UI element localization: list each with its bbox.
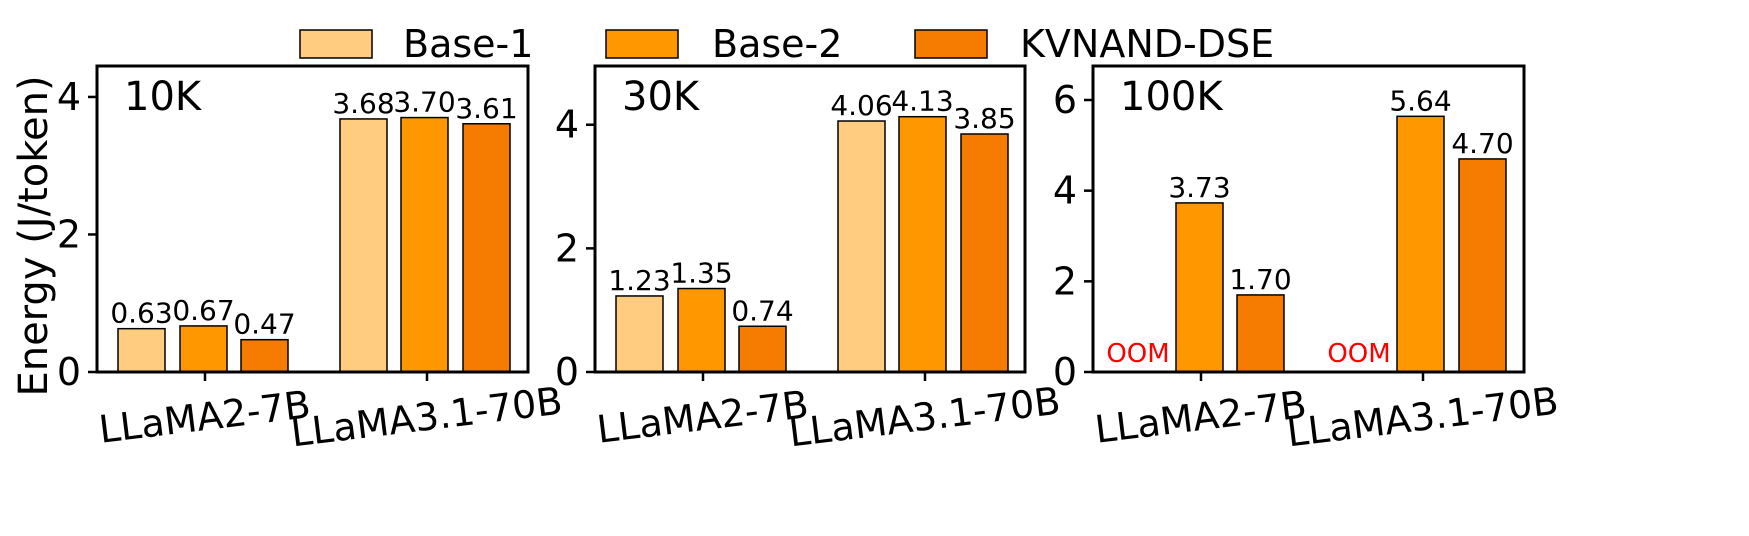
x-category-label: LLaMA3.1-70B: [786, 379, 1062, 456]
y-tick-label: 0: [1053, 350, 1077, 394]
y-tick-label: 4: [1053, 169, 1077, 213]
bar-value-label: 0.63: [110, 297, 172, 330]
bar-value-label: 1.70: [1229, 263, 1291, 296]
y-tick-label: 0: [57, 350, 81, 394]
bar-base-1-llama3.1-70b: [339, 118, 388, 373]
y-tick-label: 4: [555, 103, 579, 147]
bar-value-label: 1.35: [670, 257, 732, 290]
bar-base-2-llama3.1-70b: [898, 115, 947, 373]
bar-base-2-llama2-7b: [1175, 202, 1224, 373]
bar-value-label: 4.70: [1451, 127, 1513, 160]
panel-label: 100K: [1120, 74, 1224, 120]
legend-label: KVNAND-DSE: [1020, 22, 1274, 66]
x-category-label: LLaMA2-7B: [594, 382, 810, 452]
legend-label: Base-2: [712, 22, 842, 66]
bar-value-label: 3.85: [953, 102, 1015, 135]
bar-value-label: 5.64: [1389, 84, 1451, 117]
bar-value-label: 0.74: [731, 294, 793, 327]
oom-label: OOM: [1327, 339, 1390, 369]
y-tick-label: 2: [555, 226, 579, 270]
panel-label: 10K: [124, 74, 203, 120]
x-category-label: LLaMA2-7B: [96, 382, 312, 452]
oom-label: OOM: [1106, 339, 1169, 369]
legend-label: Base-1: [403, 22, 533, 66]
legend-swatch-kvnand-dse: [914, 29, 988, 59]
x-category-label: LLaMA3.1-70B: [1284, 379, 1560, 456]
plot-frame: [95, 64, 530, 374]
bar-kvnand-dse-llama3.1-70b: [1458, 158, 1507, 373]
y-tick-label: 0: [555, 350, 579, 394]
bar-value-label: 3.68: [332, 87, 394, 120]
legend-swatch-base-2: [605, 29, 679, 59]
bar-value-label: 3.61: [455, 92, 517, 125]
bar-value-label: 3.73: [1168, 171, 1230, 204]
bar-base-1-llama3.1-70b: [837, 120, 886, 373]
y-tick-label: 6: [1053, 78, 1077, 122]
panel-10k: 0.63 3.68 0.67 3.70 0.47 3.61 0 2 4 LLaMA2-7BLLaM…: [57, 64, 565, 456]
y-tick-label: 4: [57, 75, 81, 119]
legend-swatch-base-1: [299, 29, 373, 59]
panel-100k: 3.73 5.64 1.70 4.70 OOM OOM 0 2 4 6 LLaMA2-7BLLaMA…: [1053, 64, 1561, 456]
panel-30k: 1.23 4.06 1.35 4.13 0.74 3.85 0 2 4 LLaMA2-7BLLaM…: [555, 64, 1063, 456]
bar-kvnand-dse-llama3.1-70b: [960, 133, 1009, 373]
x-category-label: LLaMA3.1-70B: [288, 379, 564, 456]
x-category-label: LLaMA2-7B: [1092, 382, 1308, 452]
bar-base-2-llama3.1-70b: [400, 116, 449, 373]
bar-base-2-llama3.1-70b: [1396, 115, 1445, 373]
bar-value-label: 4.06: [830, 89, 892, 122]
bar-kvnand-dse-llama2-7b: [1236, 294, 1285, 373]
plot-frame: [593, 64, 1027, 374]
legend: Base-1 Base-2 KVNAND-DSE: [299, 22, 1274, 66]
bar-base-1-llama2-7b: [615, 295, 664, 373]
bar-value-label: 4.13: [891, 85, 953, 118]
panel-label: 30K: [622, 74, 701, 120]
bar-value-label: 3.70: [393, 86, 455, 119]
bar-value-label: 0.47: [233, 308, 295, 341]
y-tick-label: 2: [1053, 259, 1077, 303]
bar-base-1-llama2-7b: [117, 327, 166, 373]
bar-base-2-llama2-7b: [179, 325, 228, 373]
chart-panels: 0.633.680.673.700.473.61024LLaMA2-7BLLaM…: [57, 64, 1561, 456]
bar-kvnand-dse-llama3.1-70b: [462, 123, 511, 373]
bar-kvnand-dse-llama2-7b: [738, 325, 787, 373]
bar-value-label: 1.23: [608, 264, 670, 297]
bar-base-2-llama2-7b: [677, 287, 726, 373]
y-tick-label: 2: [57, 212, 81, 256]
bar-value-label: 0.67: [172, 294, 234, 327]
bar-kvnand-dse-llama2-7b: [240, 338, 289, 373]
plot-frame: [1091, 64, 1526, 374]
y-axis-label: Energy (J/token): [11, 75, 57, 396]
